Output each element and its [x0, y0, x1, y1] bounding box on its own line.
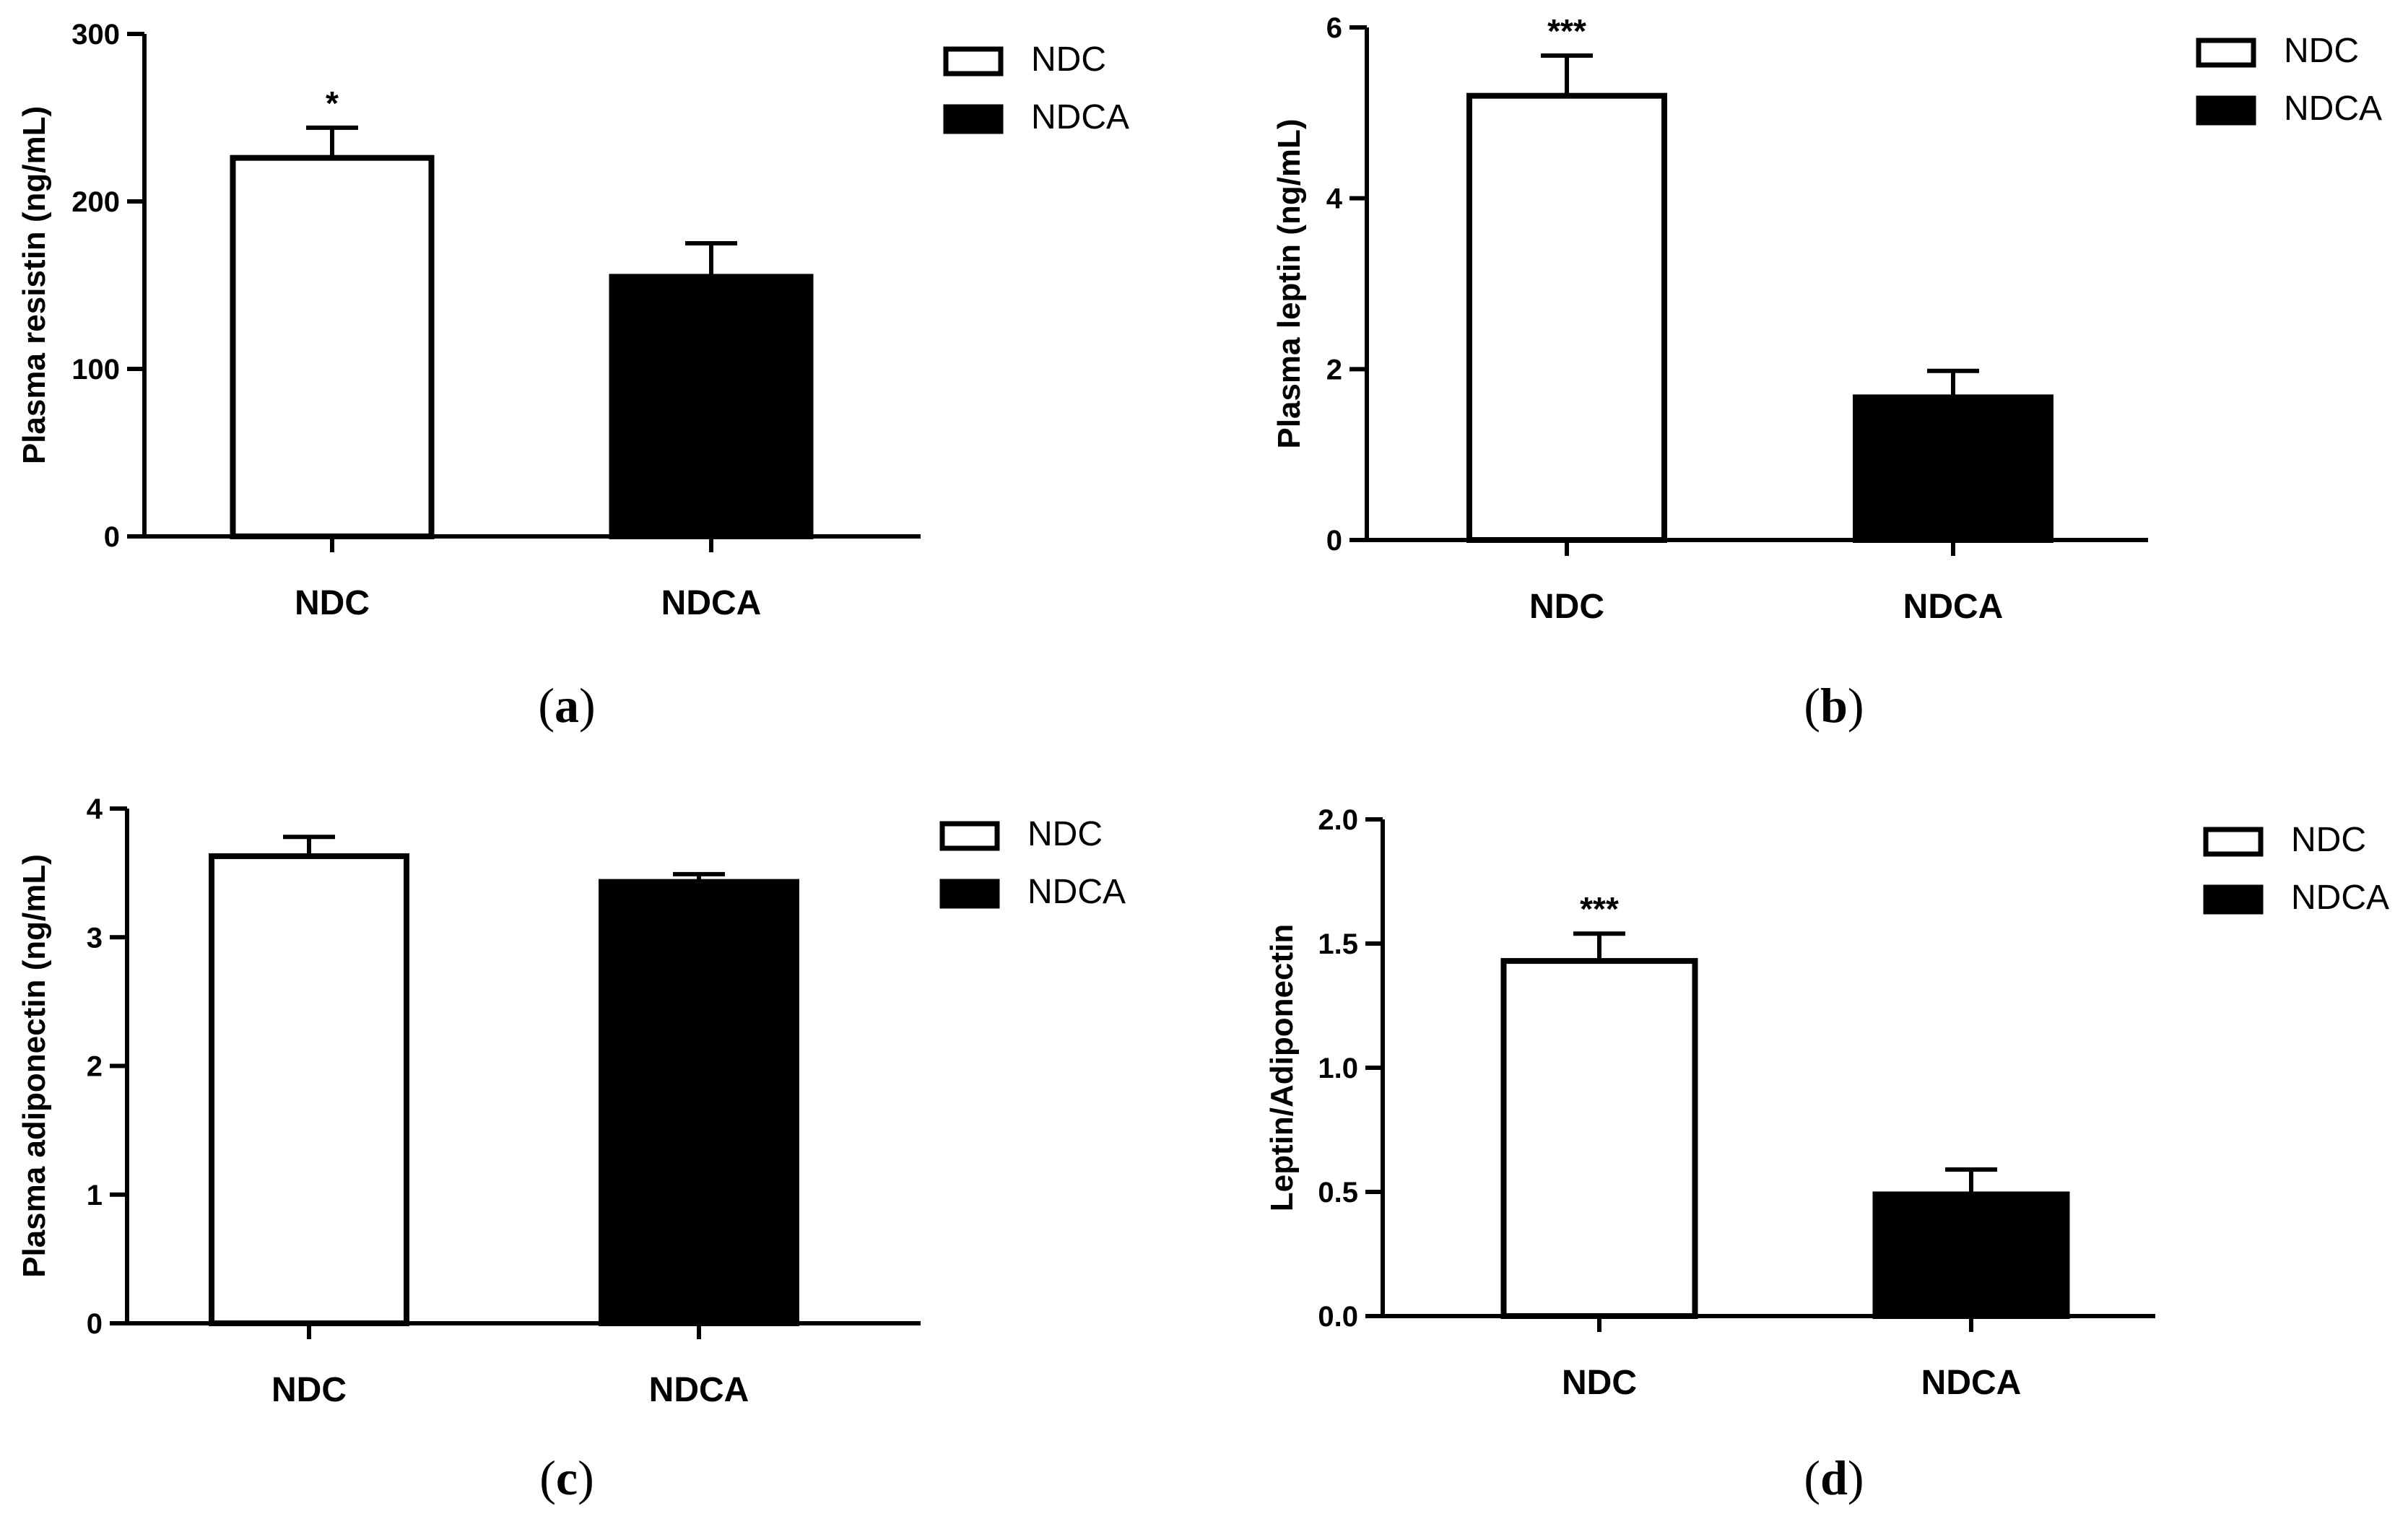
legend-swatch-ndc: [939, 821, 1000, 851]
bar-ndca: [1853, 394, 2053, 544]
y-axis-title: Plasma adiponectin (ng/mL): [17, 854, 52, 1278]
x-tick-label-ndca: NDCA: [1921, 1364, 2022, 1402]
y-tick-label: 0.5: [1318, 1177, 1358, 1209]
bar-ndca: [599, 879, 799, 1327]
x-tick-label-ndc: NDC: [295, 584, 370, 622]
y-tick-label: 3: [87, 922, 103, 954]
bar-ndc: [209, 853, 409, 1326]
significance-marker: ***: [1580, 890, 1619, 928]
bar-ndca: [609, 274, 814, 539]
legend-swatch-ndc: [2196, 38, 2256, 68]
chart-panel-b: *** NDC NDCA 0 2 4 6 Plasma leptin (ng/mL) NDC ND…: [1272, 12, 2382, 733]
significance-marker: ***: [1547, 12, 1586, 50]
panel-label: (a): [538, 678, 595, 733]
y-tick-label: 0.0: [1318, 1301, 1358, 1333]
chart-panel-a: * NDC NDCA 0 100 200 300 Plasma resistin (ng/mL…: [17, 19, 1129, 733]
legend-label-ndc: NDC: [1027, 815, 1103, 853]
legend-swatch-ndca: [2203, 884, 2264, 915]
x-tick-label-ndc: NDC: [1562, 1364, 1637, 1402]
y-tick-label: 0: [1326, 525, 1342, 557]
y-tick-label: 1.0: [1318, 1053, 1358, 1084]
legend-label-ndc: NDC: [2284, 32, 2359, 70]
legend-swatch-ndca: [939, 879, 1000, 909]
bar-ndc: [1466, 92, 1667, 543]
chart-panel-d: *** NDC NDCA 0.0 0.5 1.0 1.5 2.0 Leptin/Adiponec…: [1264, 804, 2389, 1505]
legend-swatch-ndca: [2196, 95, 2256, 126]
y-tick-label: 4: [87, 793, 103, 825]
y-axis-title: Leptin/Adiponectin: [1264, 924, 1300, 1211]
bar-ndca: [1872, 1191, 2070, 1319]
y-tick-label: 300: [71, 19, 120, 51]
significance-marker: *: [326, 84, 339, 122]
y-tick-label: 100: [71, 354, 120, 386]
chart-panel-c: NDC NDCA 0 1 2 3 4 Plasma adiponectin (ng/mL) ND…: [17, 793, 1126, 1505]
bar-ndc: [1500, 958, 1698, 1319]
y-tick-label: 2: [1326, 354, 1342, 386]
panel-label: (b): [1804, 678, 1864, 733]
legend-label-ndca: NDCA: [2284, 90, 2382, 128]
y-tick-label: 2.0: [1318, 804, 1358, 836]
x-tick-label-ndc: NDC: [271, 1371, 347, 1409]
panel-label: (d): [1804, 1450, 1864, 1505]
y-tick-label: 6: [1326, 12, 1342, 44]
y-axis-title: Plasma resistin (ng/mL): [17, 106, 52, 464]
panel-label: (c): [539, 1450, 594, 1505]
y-tick-label: 0: [87, 1308, 103, 1340]
y-axis-title: Plasma leptin (ng/mL): [1272, 118, 1307, 448]
legend-label-ndca: NDCA: [2291, 879, 2389, 917]
y-tick-label: 2: [87, 1051, 103, 1083]
bar-ndc: [230, 154, 435, 539]
legend-swatch-ndc: [943, 46, 1004, 77]
legend-label-ndca: NDCA: [1027, 873, 1126, 911]
legend-swatch-ndca: [943, 104, 1004, 134]
y-tick-label: 1.5: [1318, 928, 1358, 960]
legend-label-ndca: NDCA: [1031, 98, 1129, 136]
legend-swatch-ndc: [2203, 827, 2264, 857]
y-tick-label: 200: [71, 186, 120, 218]
y-tick-label: 1: [87, 1180, 103, 1211]
y-tick-label: 0: [104, 521, 120, 553]
y-tick-label: 4: [1326, 183, 1343, 215]
x-tick-label-ndca: NDCA: [661, 584, 762, 622]
x-tick-label-ndca: NDCA: [1903, 588, 2004, 626]
x-tick-label-ndca: NDCA: [649, 1371, 749, 1409]
legend-label-ndc: NDC: [1031, 40, 1106, 79]
x-tick-label-ndc: NDC: [1529, 588, 1604, 626]
legend-label-ndc: NDC: [2291, 821, 2366, 859]
